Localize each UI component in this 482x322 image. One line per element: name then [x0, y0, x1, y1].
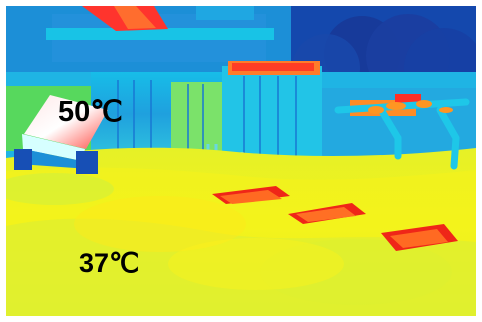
- thermal-scene: [6, 6, 476, 316]
- ground-temperature-label: 37℃: [79, 248, 140, 278]
- thermal-image: [6, 6, 476, 316]
- hot-spot-temperature-label: 50℃: [58, 96, 123, 128]
